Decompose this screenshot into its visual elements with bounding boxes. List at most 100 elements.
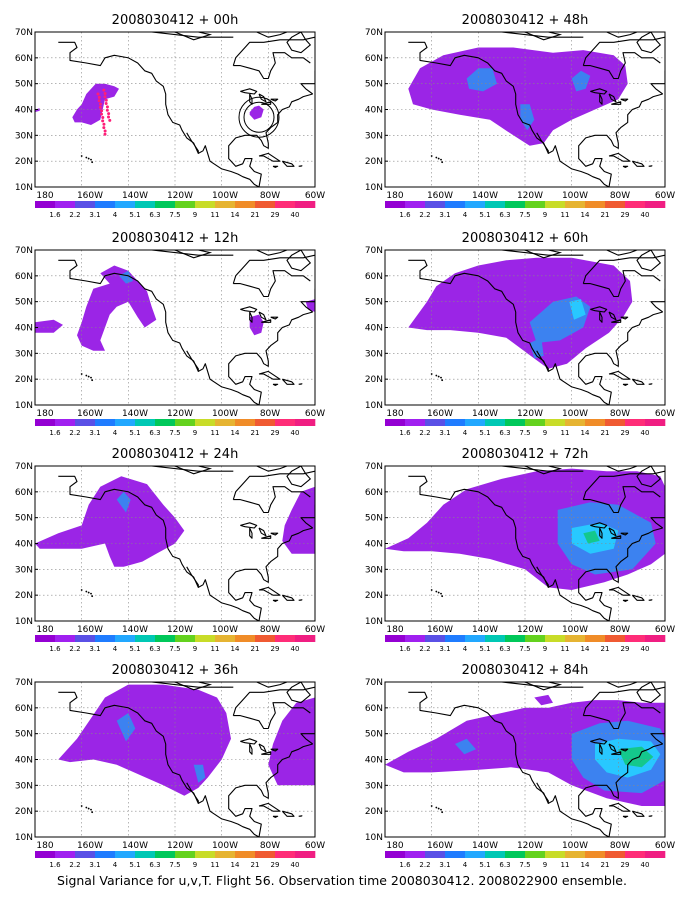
colorbar-swatch xyxy=(115,635,136,642)
lon-label: 120W xyxy=(167,191,193,201)
lat-label: 20N xyxy=(15,375,33,385)
lon-label: 100W xyxy=(212,409,238,419)
colorbar-swatch xyxy=(445,635,466,642)
coastline xyxy=(151,466,234,472)
island xyxy=(430,155,433,157)
lat-label: 30N xyxy=(365,781,383,791)
colorbar-swatch xyxy=(525,851,546,858)
map-content xyxy=(385,32,665,187)
colorbar-label: 5.1 xyxy=(129,645,140,653)
colorbar-swatch xyxy=(525,419,546,426)
coastline xyxy=(408,691,610,837)
colorbar-label: 40 xyxy=(291,861,300,869)
island xyxy=(437,807,440,810)
coastline xyxy=(536,782,549,804)
lat-label: 10N xyxy=(15,833,33,843)
colorbar-label: 6.3 xyxy=(149,861,160,869)
colorbar-swatch xyxy=(275,201,296,208)
lon-label: 160W xyxy=(427,841,453,851)
colorbar-swatch xyxy=(175,635,196,642)
colorbar-swatch xyxy=(405,851,426,858)
coastline xyxy=(606,32,638,38)
colorbar-swatch xyxy=(485,201,506,208)
lon-label: 140W xyxy=(472,191,498,201)
coastline xyxy=(258,586,281,596)
panel-title: 2008030412 + 12h xyxy=(112,231,239,246)
coastline xyxy=(300,70,315,95)
lon-label: 140W xyxy=(122,409,148,419)
island xyxy=(87,807,90,810)
target-circle xyxy=(243,101,275,133)
colorbar-swatch xyxy=(195,635,216,642)
coastline xyxy=(174,32,213,41)
lon-label: 160W xyxy=(427,409,453,419)
lon-label: 100W xyxy=(562,191,588,201)
coastline xyxy=(578,527,663,621)
coastline xyxy=(536,566,549,588)
colorbar-swatch xyxy=(385,419,406,426)
coastline xyxy=(578,93,663,187)
coastline xyxy=(186,566,199,588)
colorbar-label: 14 xyxy=(231,211,240,219)
lat-label: 40N xyxy=(365,324,383,334)
colorbar-label: 3.1 xyxy=(439,429,450,437)
lat-label: 70N xyxy=(365,28,383,38)
coastline xyxy=(258,152,281,162)
colorbar-swatch xyxy=(295,419,316,426)
colorbar-swatch xyxy=(255,635,276,642)
colorbar-swatch xyxy=(235,635,256,642)
island xyxy=(441,595,444,598)
lon-label: 160W xyxy=(77,191,103,201)
observation-point xyxy=(100,112,103,116)
lat-label: 10N xyxy=(365,833,383,843)
colorbar-label: 2.2 xyxy=(419,645,430,653)
coastline xyxy=(256,466,288,472)
colorbar-swatch xyxy=(545,851,566,858)
colorbar-label: 11 xyxy=(211,645,220,653)
map-content xyxy=(385,250,665,405)
colorbar-label: 21 xyxy=(601,211,610,219)
variance-shading xyxy=(58,684,231,796)
colorbar-swatch xyxy=(35,635,56,642)
observation-point xyxy=(98,105,102,109)
coastline xyxy=(650,288,665,313)
lat-label: 60N xyxy=(365,704,383,714)
observation-point xyxy=(100,109,104,113)
coastline xyxy=(151,682,234,688)
lat-label: 40N xyxy=(15,106,33,116)
colorbar-label: 5.1 xyxy=(129,211,140,219)
island xyxy=(90,808,92,811)
colorbar-swatch xyxy=(55,201,76,208)
lon-label: 120W xyxy=(517,625,543,635)
colorbar-label: 1.6 xyxy=(49,645,61,653)
lon-label: 60W xyxy=(655,625,675,635)
colorbar-swatch xyxy=(645,635,666,642)
observation-point xyxy=(103,91,107,95)
lon-label: 180 xyxy=(36,625,53,635)
variance-shading xyxy=(193,764,206,783)
coastline xyxy=(622,383,629,386)
colorbar-swatch xyxy=(425,201,446,208)
colorbar-swatch xyxy=(485,851,506,858)
lon-label: 60W xyxy=(655,841,675,851)
observation-point xyxy=(102,88,106,92)
lat-label: 60N xyxy=(365,272,383,282)
panel-title: 2008030412 + 72h xyxy=(462,447,589,462)
coastline xyxy=(408,259,610,405)
lon-label: 120W xyxy=(167,409,193,419)
observation-point xyxy=(105,108,109,112)
coastline xyxy=(233,52,311,80)
colorbar-swatch xyxy=(385,851,406,858)
colorbar-swatch xyxy=(295,635,316,642)
lat-label: 60N xyxy=(15,704,33,714)
colorbar-label: 9 xyxy=(543,211,547,219)
map-panel: 2008030412 + 72h 70N 60N 50N 40N 30N 20N 10N180… xyxy=(365,447,675,653)
colorbar-swatch xyxy=(425,635,446,642)
coastline xyxy=(599,527,603,539)
target-circle xyxy=(238,96,280,138)
colorbar-label: 9 xyxy=(193,645,197,653)
map-content xyxy=(385,466,665,621)
coastline xyxy=(631,160,645,167)
island xyxy=(437,375,440,378)
